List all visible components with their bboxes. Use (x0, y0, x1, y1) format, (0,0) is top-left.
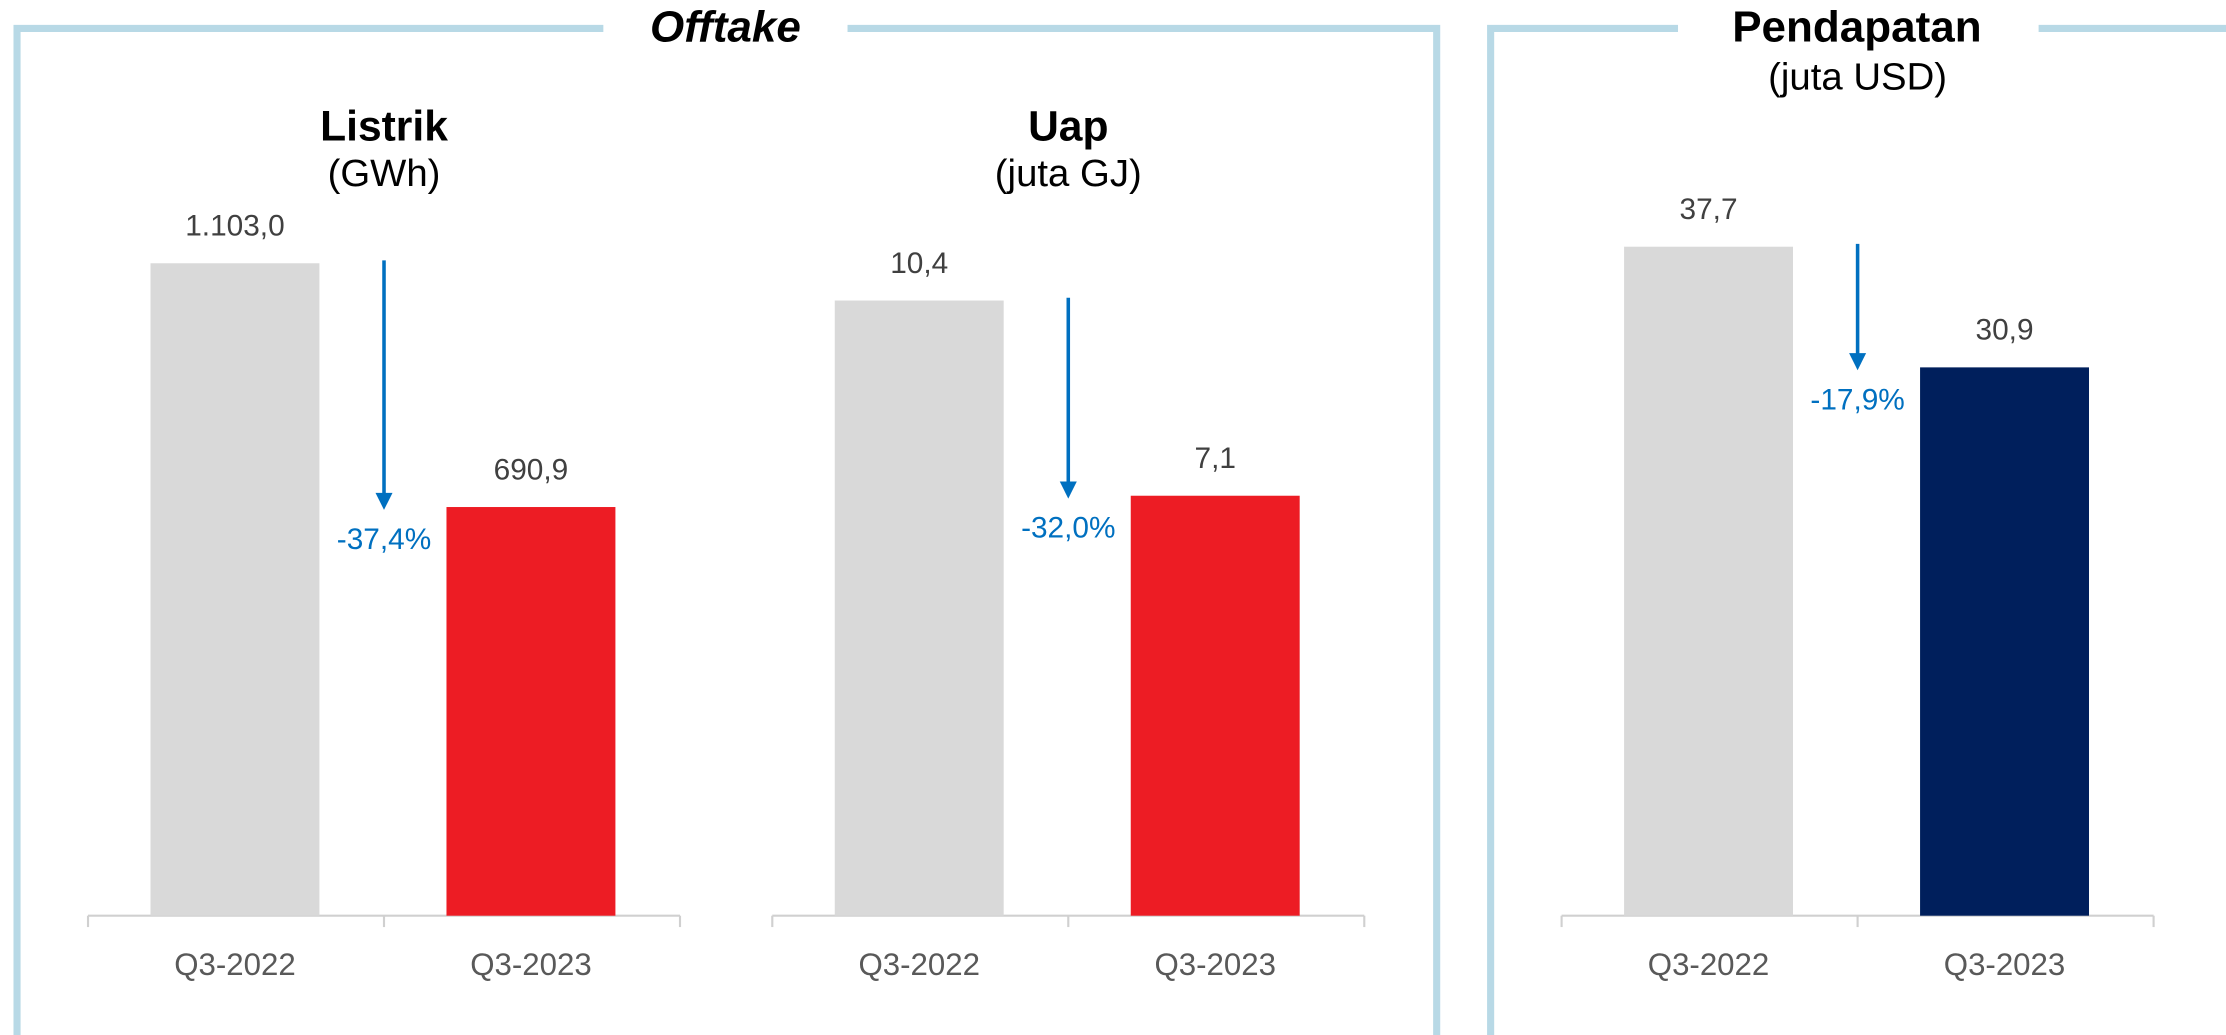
pendapatan-frame (1487, 24, 2226, 1035)
title-backdrop (603, 2, 848, 54)
x-tick-label: Q3-2022 (174, 947, 296, 982)
value-label: 10,4 (890, 247, 948, 280)
bar (834, 300, 1004, 916)
chart-subtitle: (juta GJ) (995, 152, 1142, 195)
bar (446, 507, 616, 916)
title-backdrop (1678, 2, 2039, 54)
x-tick-label: Q3-2022 (1648, 947, 1770, 982)
chart-subtitle: (juta USD) (1768, 56, 1947, 99)
chart-title: Uap (1028, 102, 1108, 150)
bar (150, 263, 320, 916)
arrow-head (375, 492, 393, 510)
x-tick-label: Q3-2023 (1944, 947, 2066, 982)
value-label: 1.103,0 (185, 210, 284, 243)
bar (1130, 495, 1300, 916)
x-tick-label: Q3-2022 (858, 947, 980, 982)
value-label: 37,7 (1680, 193, 1738, 226)
arrow-head (1849, 353, 1867, 371)
value-label: 690,9 (494, 453, 569, 486)
chart-subtitle: (GWh) (328, 152, 441, 195)
panel-title: Pendapatan (1732, 2, 1981, 51)
chart-title: Listrik (320, 102, 448, 150)
bar (1920, 367, 2090, 916)
arrow-head (1059, 481, 1077, 499)
panel-title: Offtake (650, 2, 801, 51)
bar (1624, 246, 1794, 916)
x-tick-label: Q3-2023 (470, 947, 592, 982)
change-annotation: -37,4% (337, 523, 431, 556)
value-label: 30,9 (1976, 314, 2034, 347)
change-annotation: -32,0% (1021, 512, 1115, 545)
x-tick-label: Q3-2023 (1154, 947, 1276, 982)
value-label: 7,1 (1195, 442, 1236, 475)
change-annotation: -17,9% (1810, 383, 1904, 416)
